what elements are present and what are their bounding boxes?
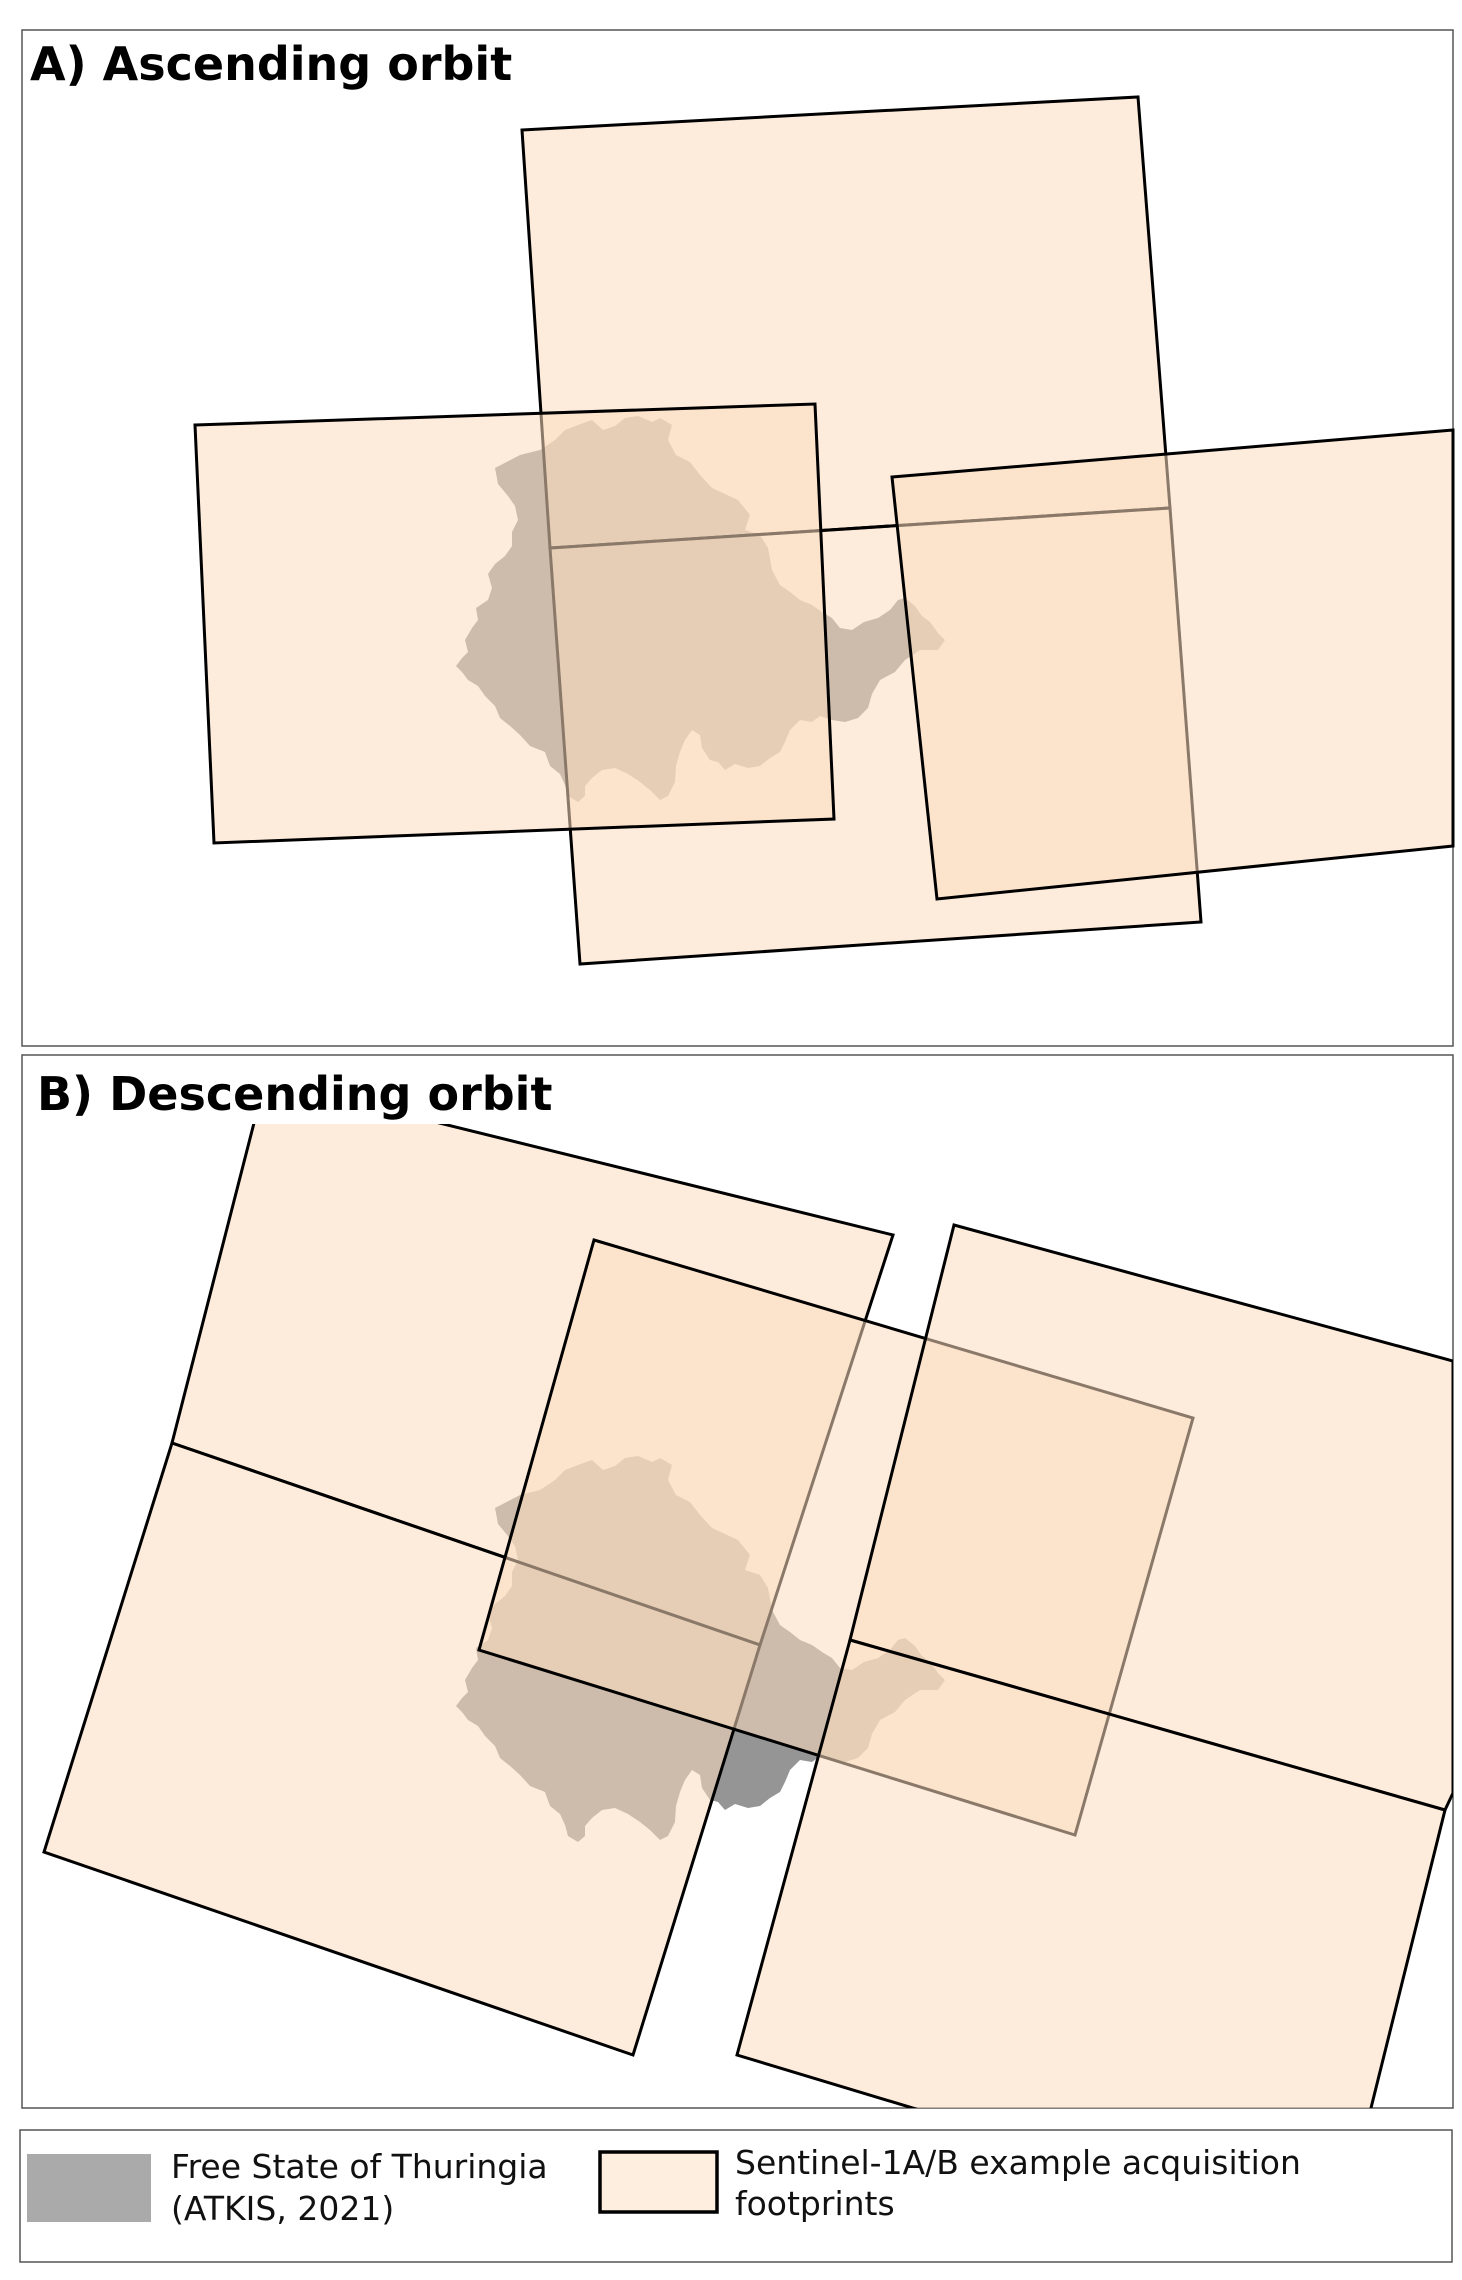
legend-footprint-label-2: footprints xyxy=(735,2184,895,2223)
panel-a-title: A) Ascending orbit xyxy=(30,37,512,91)
panel-b-descending: B) Descending orbit xyxy=(21,1054,1454,2109)
legend-thuringia-label: Free State of Thuringia xyxy=(171,2147,548,2186)
footprint-b-northeast xyxy=(848,1223,1453,1812)
legend-frame xyxy=(19,2129,1453,2263)
legend-swatch-footprint xyxy=(598,2150,719,2214)
panel-a-ascending: A) Ascending orbit xyxy=(21,29,1455,1047)
legend-footprint-label: Sentinel-1A/B example acquisition xyxy=(735,2143,1301,2182)
footprint-a-east xyxy=(890,428,1455,901)
panel-b-title-bg xyxy=(25,1058,560,1124)
legend-swatch-thuringia xyxy=(27,2154,151,2222)
legend: Free State of Thuringia (ATKIS, 2021) Se… xyxy=(19,2129,1453,2263)
panel-a-title-bg xyxy=(25,33,505,95)
legend-thuringia-source: (ATKIS, 2021) xyxy=(171,2189,394,2228)
footprint-a-west xyxy=(193,402,836,845)
footprint-b-southeast xyxy=(735,1638,1447,2108)
panel-b-title: B) Descending orbit xyxy=(37,1067,552,1121)
